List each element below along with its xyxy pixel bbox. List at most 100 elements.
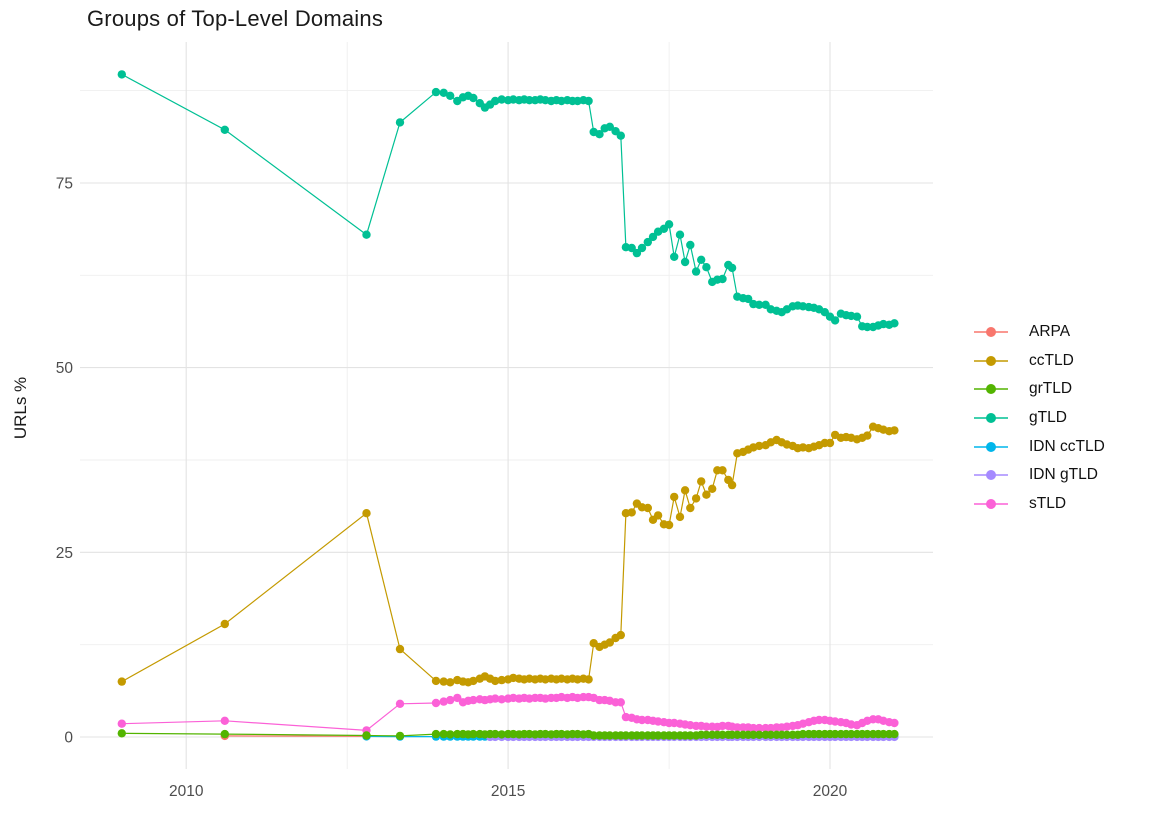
data-point-stld bbox=[890, 718, 899, 728]
data-point-stld bbox=[497, 695, 506, 704]
data-point-cctld bbox=[439, 677, 448, 686]
data-point-grtld bbox=[491, 729, 500, 739]
data-point-stld bbox=[718, 721, 727, 731]
legend-key-icon bbox=[974, 470, 1008, 481]
data-point-stld bbox=[446, 695, 455, 705]
data-point-cctld bbox=[117, 677, 127, 686]
data-point-gtld bbox=[697, 255, 706, 264]
data-point-grtld bbox=[117, 729, 127, 738]
data-point-gtld bbox=[675, 230, 685, 239]
data-point-gtld bbox=[863, 322, 872, 332]
data-point-gtld bbox=[637, 243, 647, 253]
data-point-cctld bbox=[702, 490, 711, 499]
data-point-stld bbox=[469, 695, 478, 705]
data-point-cctld bbox=[362, 509, 371, 518]
series-gtld bbox=[117, 70, 899, 332]
data-point-gtld bbox=[727, 263, 737, 273]
data-point-cctld bbox=[605, 638, 614, 647]
data-point-grtld bbox=[670, 731, 679, 740]
y-tick-label: 0 bbox=[64, 730, 73, 747]
data-point-cctld bbox=[664, 520, 674, 530]
legend-key-icon bbox=[974, 498, 1008, 509]
data-point-stld bbox=[395, 699, 405, 708]
data-point-cctld bbox=[708, 484, 717, 493]
data-point-gtld bbox=[439, 88, 448, 98]
data-point-cctld bbox=[627, 508, 636, 517]
data-point-grtld bbox=[446, 730, 455, 739]
data-point-gtld bbox=[595, 130, 604, 139]
data-point-cctld bbox=[584, 675, 593, 684]
data-point-cctld bbox=[680, 486, 690, 495]
data-point-grtld bbox=[702, 730, 711, 739]
data-point-grtld bbox=[782, 730, 792, 739]
legend-label: IDN ccTLD bbox=[1029, 437, 1105, 455]
data-point-gtld bbox=[446, 91, 455, 101]
data-point-gtld bbox=[220, 125, 229, 134]
data-point-cctld bbox=[469, 676, 478, 686]
data-point-gtld bbox=[852, 312, 862, 321]
data-point-gtld bbox=[830, 316, 840, 325]
data-point-cctld bbox=[491, 676, 500, 686]
data-point-cctld bbox=[616, 630, 625, 640]
data-point-grtld bbox=[847, 729, 856, 739]
data-point-cctld bbox=[890, 426, 899, 435]
data-point-cctld bbox=[825, 438, 835, 448]
data-point-cctld bbox=[431, 676, 441, 686]
x-tick-label: 2010 bbox=[169, 783, 204, 800]
data-point-grtld bbox=[830, 729, 840, 739]
data-point-cctld bbox=[220, 619, 229, 629]
legend-item-stld: sTLD bbox=[973, 490, 1105, 519]
data-point-grtld bbox=[755, 730, 764, 739]
data-point-grtld bbox=[686, 731, 695, 740]
data-point-gtld bbox=[469, 93, 478, 103]
data-point-grtld bbox=[637, 731, 647, 740]
data-point-cctld bbox=[670, 492, 679, 502]
legend-item-idn-gtld: IDN gTLD bbox=[973, 461, 1105, 490]
data-point-stld bbox=[749, 723, 758, 733]
data-point-grtld bbox=[589, 731, 598, 740]
data-point-stld bbox=[220, 716, 229, 725]
legend-label: ARPA bbox=[1029, 323, 1071, 341]
data-point-stld bbox=[733, 723, 742, 732]
data-point-cctld bbox=[395, 644, 405, 654]
data-point-grtld bbox=[497, 730, 506, 739]
legend-label: IDN gTLD bbox=[1029, 466, 1098, 484]
data-point-grtld bbox=[879, 729, 888, 739]
legend-item-arpa: ARPA bbox=[973, 318, 1105, 347]
data-point-grtld bbox=[718, 730, 727, 739]
data-point-stld bbox=[431, 698, 441, 708]
data-point-grtld bbox=[431, 729, 441, 739]
legend-item-idn-cctld: IDN ccTLD bbox=[973, 432, 1105, 461]
legend-label: grTLD bbox=[1029, 380, 1073, 398]
data-point-grtld bbox=[395, 731, 405, 741]
data-point-stld bbox=[637, 715, 647, 725]
legend-item-cctld: ccTLD bbox=[973, 347, 1105, 376]
series-layer bbox=[117, 70, 899, 742]
data-point-grtld bbox=[605, 731, 614, 740]
data-point-stld bbox=[491, 694, 500, 703]
data-point-gtld bbox=[605, 122, 614, 131]
data-point-cctld bbox=[653, 511, 663, 520]
data-point-grtld bbox=[749, 730, 758, 739]
x-tick-label: 2020 bbox=[813, 783, 848, 800]
data-point-cctld bbox=[675, 512, 685, 522]
series-grtld bbox=[117, 729, 899, 741]
series-arpa bbox=[220, 731, 371, 741]
data-point-grtld bbox=[798, 729, 808, 739]
data-point-gtld bbox=[497, 95, 506, 104]
legend-key-icon bbox=[974, 413, 1008, 424]
data-point-grtld bbox=[439, 729, 448, 739]
data-point-cctld bbox=[643, 503, 652, 513]
data-point-gtld bbox=[648, 232, 658, 242]
data-point-grtld bbox=[766, 730, 775, 739]
y-tick-label: 50 bbox=[56, 360, 74, 377]
legend-label: ccTLD bbox=[1029, 351, 1074, 369]
axis-tick-labels: 0 25 50 75 2010 2015 2020 bbox=[56, 176, 848, 801]
data-point-gtld bbox=[627, 243, 636, 253]
series-cctld bbox=[117, 422, 899, 687]
data-point-gtld bbox=[718, 274, 727, 284]
data-point-cctld bbox=[691, 494, 701, 503]
data-point-gtld bbox=[395, 118, 405, 127]
data-point-grtld bbox=[890, 729, 899, 739]
data-point-gtld bbox=[584, 96, 593, 106]
